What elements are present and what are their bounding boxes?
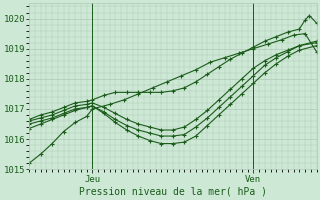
X-axis label: Pression niveau de la mer( hPa ): Pression niveau de la mer( hPa ) <box>79 187 267 197</box>
